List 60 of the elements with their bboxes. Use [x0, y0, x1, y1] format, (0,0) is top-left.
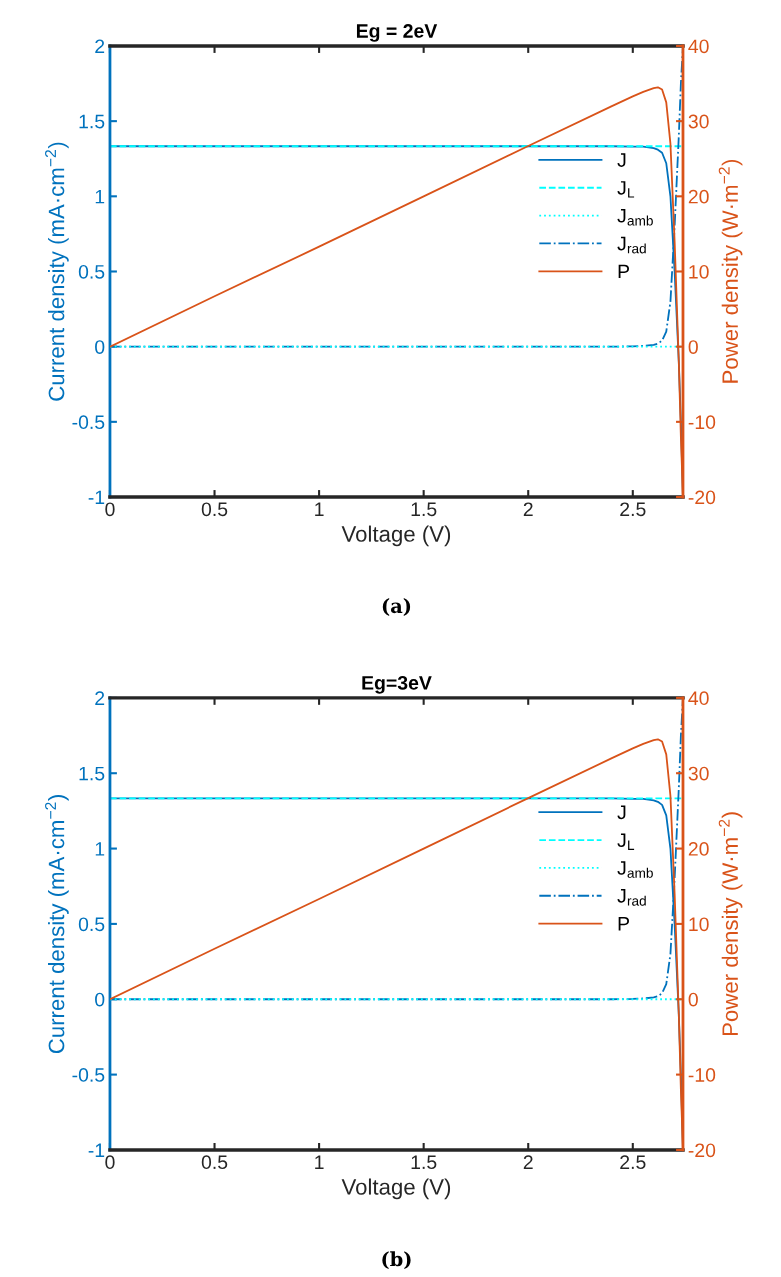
- y2-tick-label: 30: [688, 766, 709, 781]
- y2-tick-label: 0: [688, 340, 698, 354]
- x-tick-label: 1.5: [411, 1155, 437, 1170]
- y-axis-title: Current density (mA·cm$^{−2}$): [45, 142, 69, 401]
- x-tick-label: 2.5: [620, 1155, 646, 1170]
- x-tick-label: 0: [105, 1155, 115, 1170]
- y2-tick-label: -10: [688, 415, 716, 430]
- y-tick-label: 0.5: [78, 917, 105, 932]
- y-tick-label: -0.5: [72, 415, 105, 430]
- y2-tick-label: -20: [688, 490, 716, 505]
- chart-title: Eg=3eV: [362, 675, 432, 694]
- x-tick-label: 0: [105, 502, 115, 517]
- y-tick-label: 1: [95, 189, 105, 204]
- y-tick-label: 0: [95, 340, 105, 354]
- x-tick-label: 2: [523, 502, 533, 516]
- x-axis-title: Voltage (V): [341, 525, 451, 547]
- y2-tick-label: 10: [689, 917, 709, 932]
- chart-title: Eg = 2eV: [356, 24, 438, 42]
- legend-label: J: [617, 153, 626, 167]
- x-tick-label: 1: [315, 1155, 324, 1169]
- legend-label: J$_{amb}$: [617, 861, 653, 878]
- x-tick-label: 2.5: [620, 502, 646, 517]
- legend-label: J$_{L}$: [617, 181, 635, 198]
- x-tick-label: 1.5: [411, 502, 437, 517]
- y-tick-label: 0.5: [78, 264, 105, 279]
- y-tick-label: 0: [95, 992, 105, 1007]
- legend-label: P: [618, 917, 630, 931]
- legend-label: J$_{rad}$: [617, 889, 646, 906]
- text: (b): [382, 1251, 411, 1270]
- y-tick-label: 1: [95, 842, 105, 856]
- y2-axis-title: Power density (W·m$^{−2}$): [718, 812, 743, 1036]
- y2-tick-label: -10: [688, 1068, 716, 1082]
- y2-tick-label: 40: [688, 39, 709, 54]
- y2-tick-label: 20: [688, 842, 709, 856]
- x-tick-label: 0.5: [201, 502, 228, 517]
- x-axis-title: Voltage (V): [341, 1178, 451, 1200]
- y2-tick-label: 10: [689, 264, 709, 279]
- y-tick-label: 2: [95, 39, 105, 54]
- y-tick-label: -1: [88, 490, 105, 505]
- y2-tick-label: 40: [688, 691, 709, 706]
- y2-tick-label: 0: [688, 992, 698, 1007]
- legend-label: J$_{amb}$: [617, 208, 653, 226]
- legend-label: J: [617, 805, 626, 820]
- x-tick-label: 2: [523, 1155, 533, 1169]
- x-tick-label: 1: [315, 502, 324, 516]
- y2-tick-label: 30: [688, 114, 709, 129]
- y2-tick-label: 20: [688, 189, 709, 204]
- x-tick-label: 0.5: [201, 1155, 228, 1170]
- y-tick-label: 2: [95, 691, 105, 705]
- legend-label: J$_{L}$: [617, 833, 635, 850]
- y2-axis-title: Power density (W·m$^{−2}$): [718, 159, 743, 383]
- y-tick-label: -1: [88, 1143, 105, 1157]
- legend-label: J$_{rad}$: [617, 236, 646, 254]
- text: (a): [382, 598, 411, 616]
- y-axis-title: Current density (mA·cm$^{−2}$): [45, 795, 69, 1054]
- y-tick-label: 1.5: [79, 114, 105, 129]
- legend-label: P: [618, 264, 630, 279]
- y2-tick-label: -20: [688, 1143, 716, 1158]
- y-tick-label: 1.5: [79, 766, 105, 781]
- y-tick-label: -0.5: [72, 1068, 105, 1082]
